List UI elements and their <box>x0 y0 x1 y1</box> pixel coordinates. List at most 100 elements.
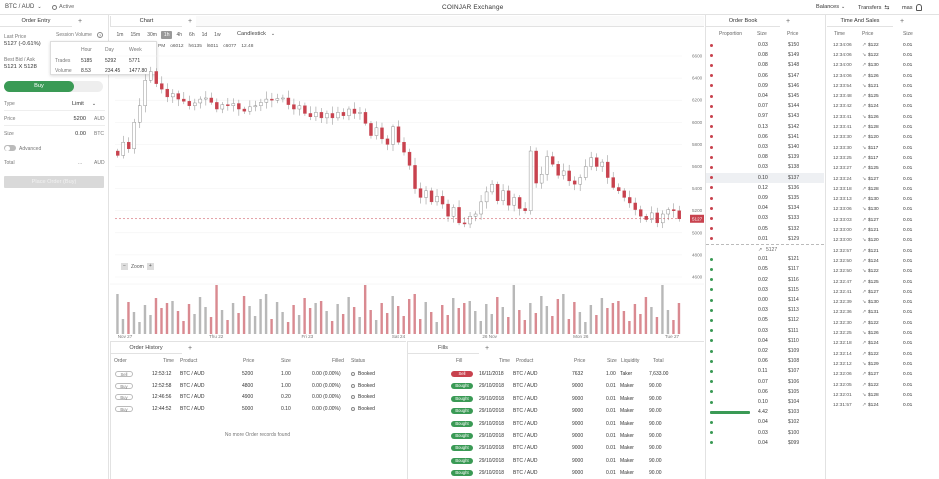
order-book-row[interactable]: 0.02 $116 <box>706 275 824 285</box>
size-input[interactable]: 0.00 <box>75 131 86 137</box>
order-book-row[interactable]: 0.03 $133 <box>706 213 824 223</box>
interval-1h[interactable]: 1h <box>161 31 172 39</box>
info-icon[interactable]: ? <box>97 32 103 38</box>
interval-1d[interactable]: 1d <box>201 32 208 38</box>
order-book-row[interactable]: 0.07 $144 <box>706 101 824 111</box>
add-tab-button[interactable]: + <box>899 18 905 25</box>
fill-row[interactable]: Bought 29/10/2018 BTC / AUD 9000 0.01 Maker 90… <box>407 430 703 442</box>
arrow-up-icon: ↗ <box>862 341 867 347</box>
tab-order-history[interactable]: Order History <box>110 343 182 354</box>
fill-row[interactable]: Bought 29/10/2018 BTC / AUD 9000 0.01 Maker 90… <box>407 442 703 454</box>
order-book-row[interactable]: 0.05 $117 <box>706 264 824 274</box>
pair-selector[interactable]: BTC / AUD ⌄ <box>5 4 42 10</box>
order-book-row[interactable]: 0.08 $139 <box>706 152 824 162</box>
order-book-row[interactable]: 0.03 $113 <box>706 305 824 315</box>
add-tab-button[interactable]: + <box>187 18 193 25</box>
order-book-row[interactable]: 0.04 $110 <box>706 336 824 346</box>
interval-30m[interactable]: 30m <box>147 32 157 38</box>
order-book-row[interactable]: 0.09 $146 <box>706 81 824 91</box>
add-tab-button[interactable]: + <box>484 345 490 352</box>
volume-bar <box>231 303 235 334</box>
add-tab-button[interactable]: + <box>77 18 83 25</box>
zoom-in-button[interactable]: + <box>146 263 154 270</box>
place-order-button[interactable]: Place Order (Buy) <box>4 176 104 188</box>
order-book-row[interactable]: 0.00 $114 <box>706 295 824 305</box>
order-history-row[interactable]: Sell 12:53:12 BTC / AUD 5200 1.00 0.00 (0.00%… <box>110 368 405 380</box>
zoom-out-button[interactable]: − <box>121 263 128 270</box>
fill-liquidity: Maker <box>620 420 634 427</box>
order-book-row[interactable]: 0.10 $137 <box>706 172 824 183</box>
sell-toggle[interactable]: Sell <box>84 83 95 89</box>
order-book-row[interactable]: 0.10 $104 <box>706 397 824 407</box>
user-menu[interactable]: mas <box>902 4 922 11</box>
interval-15m[interactable]: 15m <box>130 32 141 38</box>
trade-size: 0.01 <box>903 289 913 295</box>
trade-size: 0.01 <box>903 269 913 275</box>
volume-bar <box>633 304 637 334</box>
fill-liquidity: Maker <box>620 457 634 464</box>
order-book-row[interactable]: 0.03 $100 <box>706 428 824 438</box>
candle <box>226 104 230 106</box>
fill-row[interactable]: Bought 29/10/2018 BTC / AUD 9000 0.01 Maker 90… <box>407 455 703 467</box>
order-book-row[interactable]: 0.06 $108 <box>706 356 824 366</box>
fill-row[interactable]: Bought 29/10/2018 BTC / AUD 9000 0.01 Maker 90… <box>407 380 703 392</box>
balances-menu[interactable]: Balances ⌄ <box>816 4 845 10</box>
interval-1m[interactable]: 1m <box>116 32 124 38</box>
volume-bar <box>529 303 532 334</box>
order-book-row[interactable]: 0.06 $147 <box>706 71 824 81</box>
order-book-row[interactable]: 0.04 $134 <box>706 203 824 213</box>
order-book-row[interactable]: 0.12 $136 <box>706 183 824 193</box>
order-book-row[interactable]: 0.02 $109 <box>706 346 824 356</box>
type-select[interactable]: Limit ⌄ <box>72 101 96 107</box>
order-book-row[interactable]: 0.97 $143 <box>706 111 824 121</box>
order-book-row[interactable]: 0.03 $111 <box>706 326 824 336</box>
order-book-row[interactable]: 0.01 $121 <box>706 254 824 264</box>
fill-row[interactable]: Bought 29/10/2018 BTC / AUD 9000 0.01 Maker 90… <box>407 467 703 479</box>
tab-fills[interactable]: Fills <box>407 343 479 354</box>
order-history-row[interactable]: Buy 12:46:56 BTC / AUD 4900 0.20 0.00 (0.00%)… <box>110 391 405 403</box>
advanced-toggle[interactable] <box>4 145 16 151</box>
zoom-control[interactable]: − Zoom + <box>121 263 154 270</box>
fill-row[interactable]: Sell 16/11/2018 BTC / AUD 7632 1.00 Taker 7,63… <box>407 368 703 380</box>
order-book-row[interactable]: 0.05 $112 <box>706 315 824 325</box>
transfers-menu[interactable]: Transfers ⇆ <box>858 4 889 12</box>
order-book-row[interactable]: 0.07 $106 <box>706 377 824 387</box>
add-tab-button[interactable]: + <box>785 18 791 25</box>
order-book-row[interactable]: 0.06 $105 <box>706 387 824 397</box>
order-book-row[interactable]: 0.04 $099 <box>706 438 824 448</box>
order-history-row[interactable]: Buy 12:44:52 BTC / AUD 5000 0.10 0.00 (0.00%)… <box>110 403 405 415</box>
last-price-label: Last Price <box>4 34 27 40</box>
order-book-row[interactable]: 0.03 $140 <box>706 142 824 152</box>
interval-4h[interactable]: 4h <box>176 32 183 38</box>
order-book-row[interactable]: 0.04 $102 <box>706 417 824 427</box>
order-book-row[interactable]: 4.42 $103 <box>706 407 824 417</box>
order-book-row[interactable]: 0.01 $129 <box>706 234 824 244</box>
order-book-row[interactable]: 0.06 $141 <box>706 132 824 142</box>
tab-order-entry[interactable]: Order Entry <box>0 16 72 27</box>
order-book-row[interactable]: 0.03 $138 <box>706 162 824 172</box>
tab-order-book[interactable]: Order Book <box>706 16 780 27</box>
interval-1w[interactable]: 1w <box>214 32 221 38</box>
order-book-row[interactable]: 0.13 $142 <box>706 122 824 132</box>
chart-style-select[interactable]: Candlestick ⌄ <box>237 31 275 37</box>
fill-row[interactable]: Bought 29/10/2018 BTC / AUD 9000 0.01 Maker 90… <box>407 405 703 417</box>
trade-size: 0.01 <box>903 300 913 306</box>
fill-row[interactable]: Bought 29/10/2018 BTC / AUD 9000 0.01 Maker 90… <box>407 393 703 405</box>
order-book-row[interactable]: 0.11 $107 <box>706 366 824 376</box>
order-book-row[interactable]: 0.05 $132 <box>706 224 824 234</box>
buy-toggle[interactable]: Buy <box>4 81 74 92</box>
order-book-row[interactable]: 0.09 $135 <box>706 193 824 203</box>
price-input[interactable]: 5200 <box>73 116 86 122</box>
order-book-row[interactable]: 0.03 $150 <box>706 40 824 50</box>
interval-6h[interactable]: 6h <box>189 32 195 38</box>
order-book-row[interactable]: 0.03 $115 <box>706 285 824 295</box>
tab-chart[interactable]: Chart <box>110 16 182 27</box>
price-chart[interactable]: 6600 6400 6200 6000 5800 5600 5400 5200 5000 4800… <box>110 52 704 340</box>
order-book-row[interactable]: 0.08 $148 <box>706 60 824 70</box>
fill-row[interactable]: Bought 29/10/2018 BTC / AUD 9000 0.01 Maker 90… <box>407 418 703 430</box>
order-book-row[interactable]: 0.04 $145 <box>706 91 824 101</box>
order-book-row[interactable]: 0.08 $149 <box>706 50 824 60</box>
tab-time-and-sales[interactable]: Time And Sales <box>827 16 893 27</box>
order-history-row[interactable]: Buy 12:52:58 BTC / AUD 4800 1.00 0.00 (0.00%)… <box>110 380 405 392</box>
add-tab-button[interactable]: + <box>187 345 193 352</box>
